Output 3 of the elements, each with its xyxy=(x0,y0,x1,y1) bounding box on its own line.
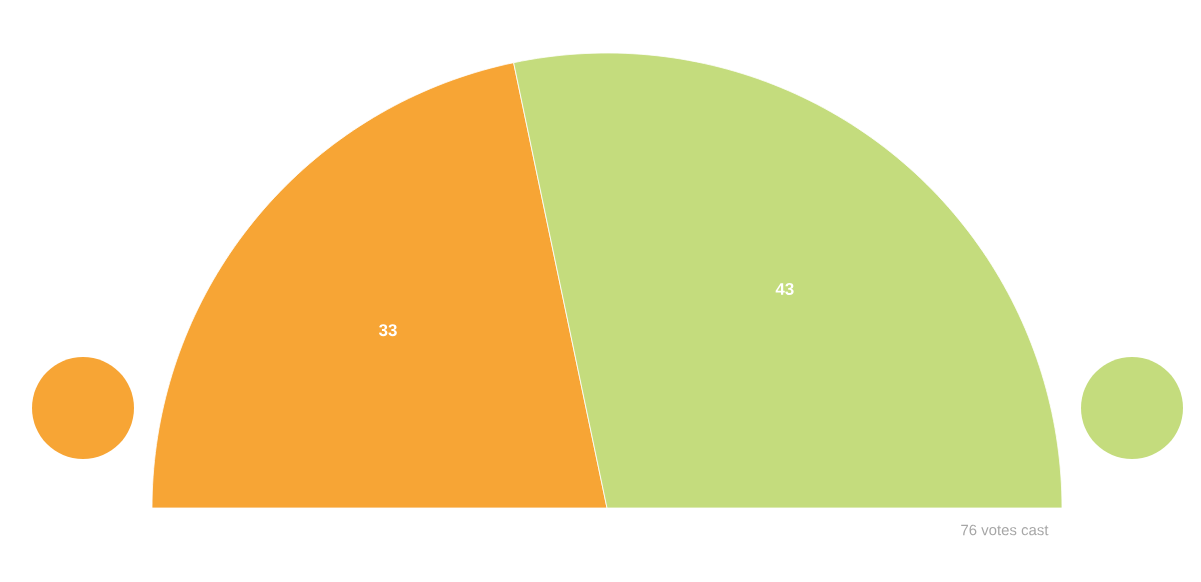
data-label: 43 xyxy=(775,282,794,296)
text: 76 votes cast xyxy=(961,524,1049,536)
data-label: 33 xyxy=(378,324,397,337)
